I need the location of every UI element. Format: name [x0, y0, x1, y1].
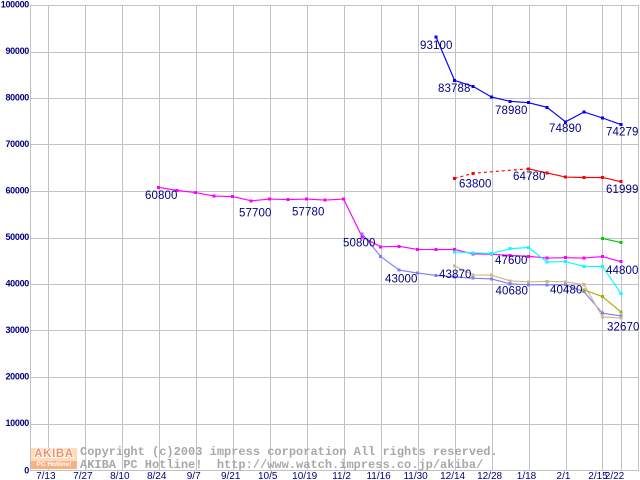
svg-text:60800: 60800: [145, 190, 177, 202]
svg-text:43000: 43000: [385, 273, 417, 285]
svg-text:78980: 78980: [495, 105, 527, 117]
svg-text:40680: 40680: [496, 286, 528, 298]
svg-text:1/18: 1/18: [517, 471, 537, 480]
svg-text:8/24: 8/24: [147, 471, 167, 480]
svg-text:100000: 100000: [1, 0, 30, 10]
svg-text:64780: 64780: [513, 171, 545, 183]
svg-text:60000: 60000: [5, 186, 29, 196]
svg-text:74890: 74890: [549, 123, 581, 135]
svg-text:70000: 70000: [5, 139, 29, 149]
svg-text:2/1: 2/1: [557, 471, 571, 480]
svg-text:90000: 90000: [5, 46, 29, 56]
svg-text:63800: 63800: [459, 178, 491, 190]
svg-text:57780: 57780: [292, 206, 324, 218]
svg-text:50800: 50800: [343, 237, 375, 249]
svg-text:10/5: 10/5: [258, 471, 278, 480]
svg-text:8/10: 8/10: [110, 471, 130, 480]
svg-text:43870: 43870: [439, 269, 471, 281]
svg-text:93100: 93100: [420, 40, 452, 52]
svg-text:61999: 61999: [606, 184, 638, 196]
svg-text:83788: 83788: [438, 83, 470, 95]
svg-text:40480: 40480: [550, 284, 582, 296]
svg-text:2/15: 2/15: [588, 471, 608, 480]
svg-text:50000: 50000: [5, 232, 29, 242]
svg-text:7/13: 7/13: [36, 471, 56, 480]
svg-text:32670: 32670: [607, 321, 639, 333]
svg-text:10000: 10000: [5, 418, 29, 428]
svg-text:2/22: 2/22: [605, 471, 625, 480]
svg-text:9/21: 9/21: [221, 471, 241, 480]
svg-text:47600: 47600: [495, 255, 527, 267]
svg-text:12/28: 12/28: [477, 471, 502, 480]
svg-text:40000: 40000: [5, 279, 29, 289]
svg-text:10/19: 10/19: [292, 471, 317, 480]
svg-text:12/14: 12/14: [440, 471, 465, 480]
svg-text:0: 0: [24, 466, 29, 476]
svg-text:57700: 57700: [239, 207, 271, 219]
svg-text:11/30: 11/30: [403, 471, 428, 480]
svg-text:74279: 74279: [606, 126, 638, 138]
svg-text:20000: 20000: [5, 372, 29, 382]
svg-text:11/16: 11/16: [366, 471, 391, 480]
svg-text:7/27: 7/27: [73, 471, 93, 480]
svg-text:30000: 30000: [5, 325, 29, 335]
svg-text:80000: 80000: [5, 93, 29, 103]
svg-text:11/2: 11/2: [332, 471, 351, 480]
svg-text:9/7: 9/7: [187, 471, 201, 480]
svg-text:44800: 44800: [606, 265, 638, 277]
